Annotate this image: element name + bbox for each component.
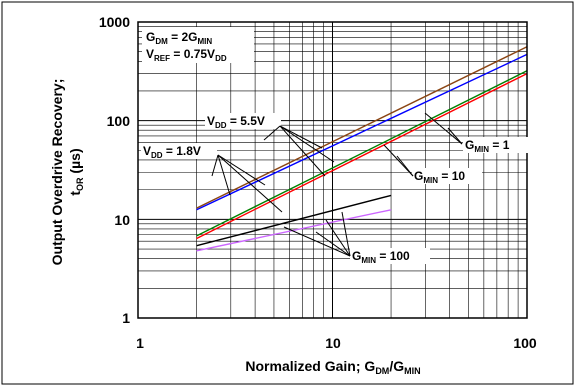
x-tick-label: 100 xyxy=(513,335,537,351)
series-line xyxy=(196,53,528,211)
condition-vref: VREF = 0.75VDD xyxy=(146,47,227,63)
y-tick-label: 10 xyxy=(114,212,130,228)
svg-text:VDD = 1.8V: VDD = 1.8V xyxy=(143,144,201,160)
svg-text:Output Overdrive Recovery;: Output Overdrive Recovery; xyxy=(49,79,65,266)
series-line xyxy=(196,209,392,252)
annotation-gmin100: GMIN = 100 xyxy=(350,248,430,265)
series-line xyxy=(196,46,528,209)
plot-border xyxy=(137,21,528,319)
x-axis-title: Normalized Gain; GDM/GMIN xyxy=(245,358,420,376)
annotation-arrows xyxy=(211,112,463,257)
y-tick-labels: 1000 100 10 1 xyxy=(99,14,130,326)
annotation-gmin10: GMIN = 10 xyxy=(412,168,482,185)
series-line xyxy=(196,70,528,237)
x-tick-label: 10 xyxy=(325,335,341,351)
y-tick-label: 1000 xyxy=(99,14,130,30)
conditions-box: GDM = 2GMIN VREF = 0.75VDD xyxy=(142,27,254,63)
series-line xyxy=(196,194,392,247)
y-tick-label: 1 xyxy=(122,310,130,326)
svg-text:GMIN = 10: GMIN = 10 xyxy=(414,169,465,185)
svg-text:tOR (µs): tOR (µs) xyxy=(67,148,85,195)
annotation-vdd55: VDD = 5.5V xyxy=(205,113,281,130)
y-tick-label: 100 xyxy=(107,113,131,129)
svg-text:GMIN = 1: GMIN = 1 xyxy=(465,138,510,154)
series-line xyxy=(196,72,528,240)
x-tick-label: 1 xyxy=(136,335,144,351)
y-axis-title: Output Overdrive Recovery; tOR (µs) xyxy=(49,79,85,266)
x-tick-labels: 1 10 100 xyxy=(136,335,537,351)
series-lines xyxy=(196,46,528,252)
svg-text:VDD = 5.5V: VDD = 5.5V xyxy=(207,114,265,130)
condition-gdm: GDM = 2GMIN xyxy=(146,30,212,46)
svg-text:GMIN = 100: GMIN = 100 xyxy=(352,249,410,265)
annotation-gmin1: GMIN = 1 xyxy=(463,137,531,154)
annotation-vdd18: VDD = 1.8V xyxy=(141,143,217,160)
